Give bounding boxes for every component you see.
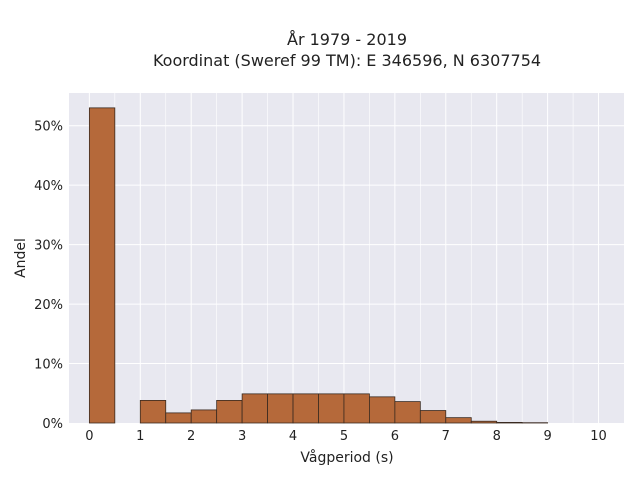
- histogram-bar: [139, 400, 167, 424]
- x-tick-label: 6: [391, 429, 399, 444]
- histogram-bar: [369, 396, 396, 424]
- y-tick-label: 30%: [34, 239, 63, 254]
- x-tick-label: 9: [543, 429, 551, 444]
- x-tick-labels: 0 1 2 3 4 5 6 7 8 9 10: [85, 429, 607, 444]
- x-tick-label: 0: [85, 429, 93, 444]
- histogram-bar: [165, 412, 192, 424]
- histogram-bar: [241, 393, 268, 424]
- histogram-bar: [394, 401, 421, 424]
- y-axis-label: Andel: [13, 238, 29, 278]
- histogram-bar: [216, 400, 243, 424]
- y-tick-label: 10%: [34, 358, 63, 373]
- y-tick-label: 40%: [34, 179, 63, 194]
- x-tick-label: 8: [493, 429, 501, 444]
- histogram-bar: [292, 393, 319, 424]
- histogram-bar: [419, 410, 447, 424]
- chart-title-line-1: År 1979 - 2019: [287, 30, 407, 49]
- histogram-bar: [445, 417, 472, 424]
- x-tick-label: 10: [590, 429, 607, 444]
- chart-title-line-2: Koordinat (Sweref 99 TM): E 346596, N 63…: [153, 51, 541, 70]
- x-axis-label: Vågperiod (s): [300, 449, 393, 466]
- y-tick-label: 50%: [34, 120, 63, 135]
- histogram-bar: [267, 393, 294, 424]
- x-tick-label: 4: [289, 429, 297, 444]
- y-tick-labels: 0% 10% 20% 30% 40% 50%: [34, 120, 63, 432]
- histogram-bar: [496, 422, 523, 424]
- histogram-bar: [470, 420, 498, 424]
- grid-lines: [69, 93, 624, 423]
- x-tick-label: 1: [136, 429, 144, 444]
- histogram-bar: [318, 393, 345, 424]
- histogram-bar: [190, 409, 218, 424]
- y-tick-label: 20%: [34, 298, 63, 313]
- histogram-bar: [88, 107, 116, 424]
- plot-area: [69, 93, 624, 423]
- y-tick-label: 0%: [42, 417, 63, 432]
- x-tick-label: 7: [442, 429, 450, 444]
- histogram-bars: [88, 107, 549, 424]
- histogram-bar: [343, 393, 370, 424]
- x-tick-label: 2: [187, 429, 195, 444]
- x-tick-label: 3: [238, 429, 246, 444]
- x-tick-label: 5: [340, 429, 348, 444]
